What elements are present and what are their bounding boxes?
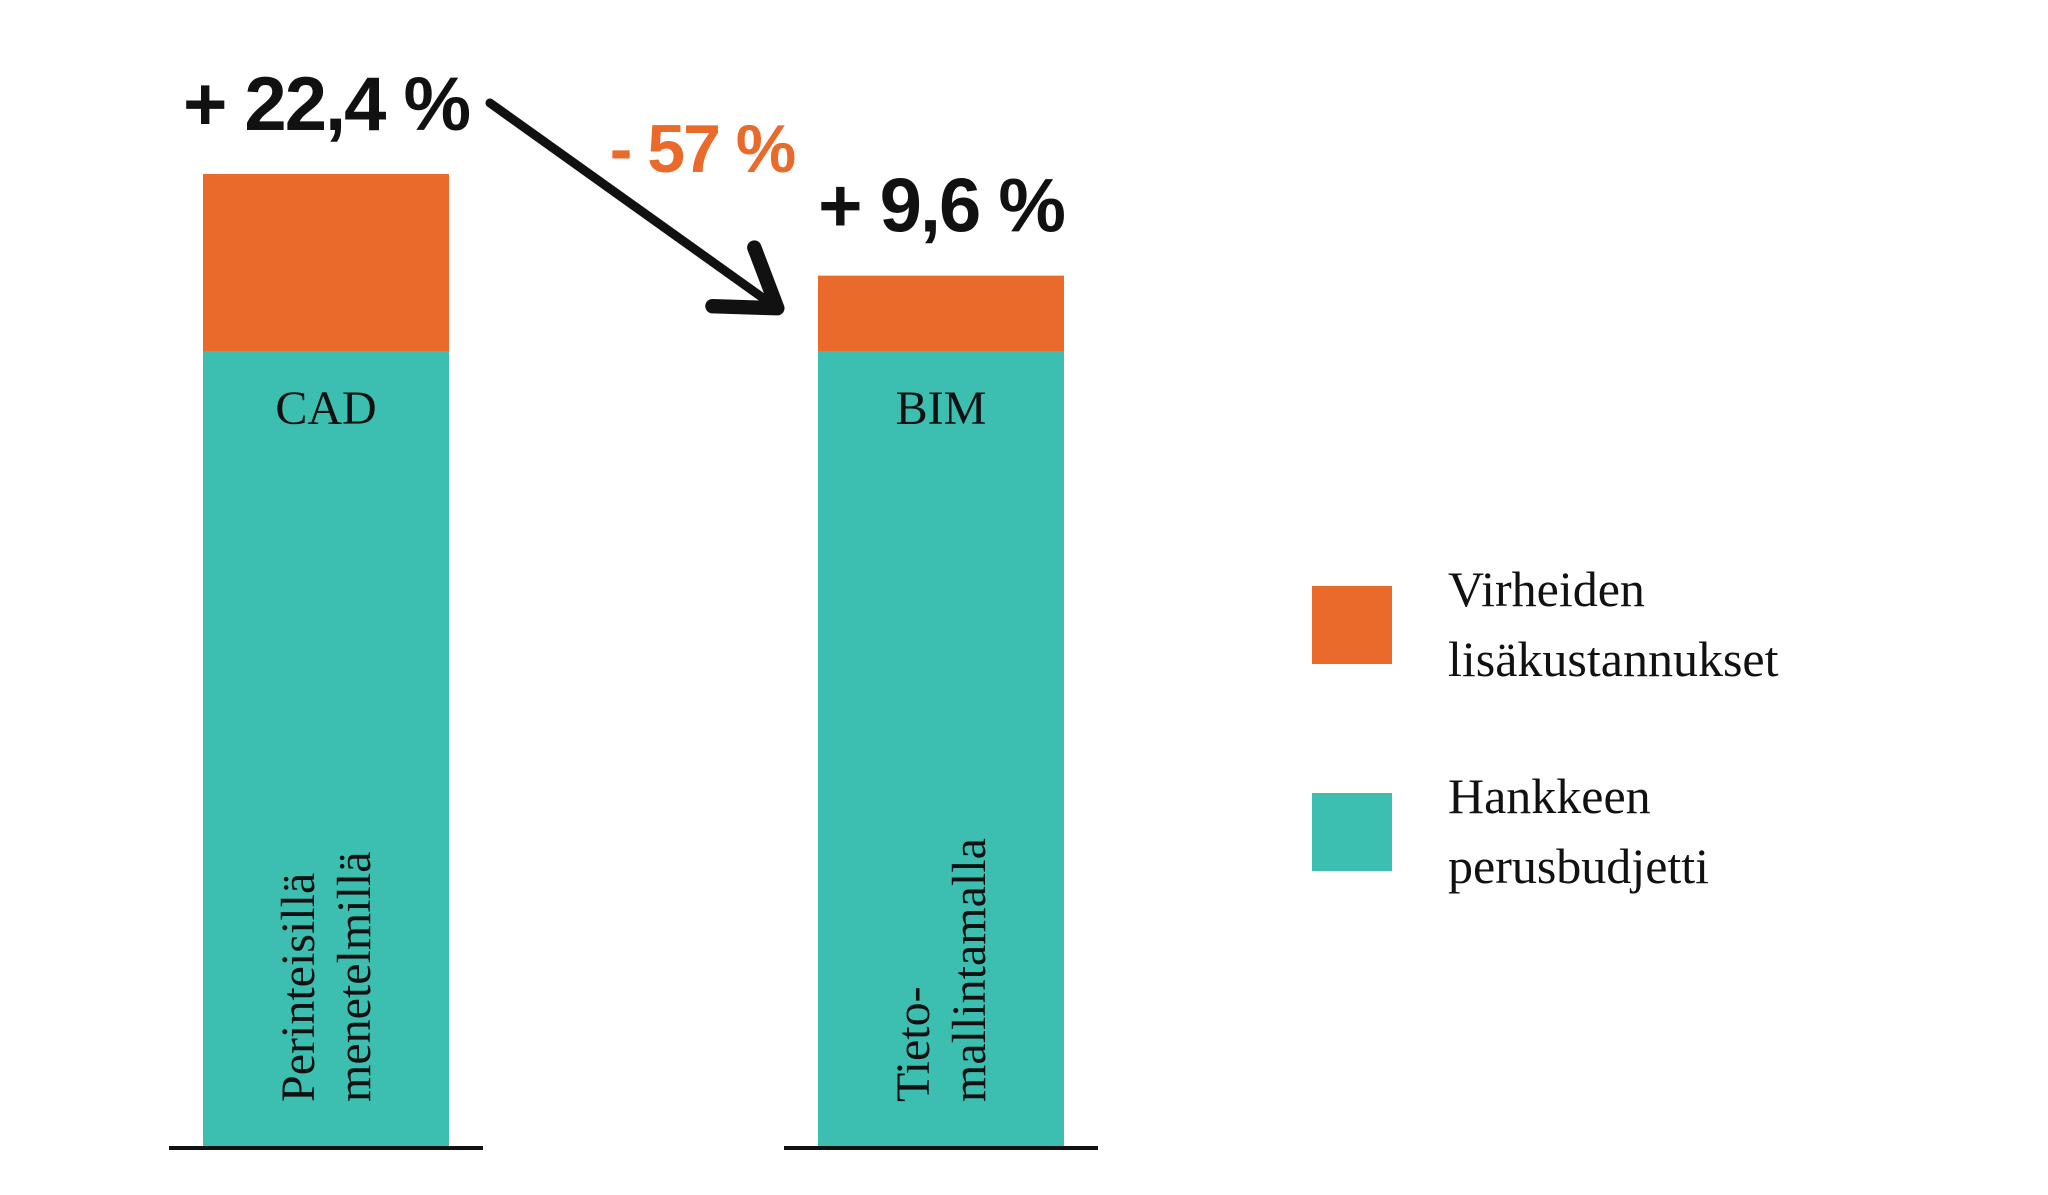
value-label-bim: + 9,6 % (818, 164, 1064, 249)
legend: Virheiden lisäkustannukset Hankkeen perusbu… (1312, 561, 1779, 894)
legend-label-1-line-2: lisäkustannukset (1448, 631, 1779, 687)
bar-base-budget-cad (203, 351, 449, 1147)
decrease-arrow (485, 98, 785, 316)
description-bim-line-2: mallintamalla (943, 838, 996, 1102)
legend-label-1-line-1: Virheiden (1448, 561, 1645, 617)
description-cad-line-2: menetelmillä (328, 851, 381, 1102)
bar-extra-costs-bim (818, 275, 1064, 352)
description-bim-line-1: Tieto- (887, 986, 940, 1102)
legend-label-2-line-1: Hankkeen (1448, 768, 1651, 824)
legend-label-2-line-2: perusbudjetti (1448, 838, 1709, 894)
labels-layer: CAD + 22,4 % Perinteisillä menetelmillä BIM +… (183, 62, 1066, 1102)
legend-swatch-1 (1312, 586, 1392, 664)
category-label-cad: CAD (275, 382, 376, 435)
change-label: - 57 % (610, 111, 795, 187)
value-label-cad: + 22,4 % (183, 62, 470, 147)
bars-layer (169, 174, 1098, 1150)
category-label-bim: BIM (896, 382, 987, 435)
legend-swatch-2 (1312, 793, 1392, 871)
bar-base-budget-bim (818, 351, 1064, 1147)
bar-extra-costs-cad (203, 174, 449, 352)
description-cad-line-1: Perinteisillä (272, 873, 325, 1102)
